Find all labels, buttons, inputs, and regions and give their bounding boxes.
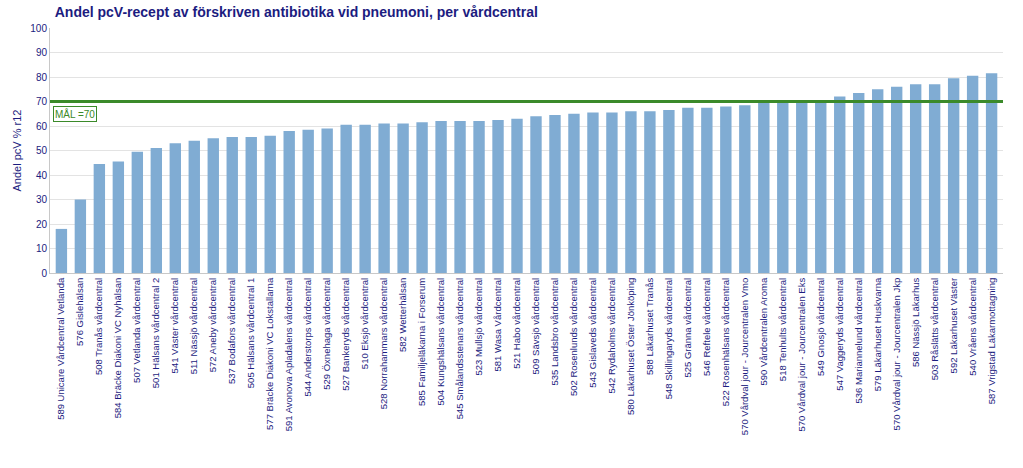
svg-text:587 Vrigstad Läkarmottagning: 587 Vrigstad Läkarmottagning bbox=[986, 278, 997, 404]
svg-text:508 Tranås vårdcentral: 508 Tranås vårdcentral bbox=[93, 278, 104, 375]
svg-text:548 Skillingaryds vårdcentral: 548 Skillingaryds vårdcentral bbox=[663, 278, 674, 399]
svg-text:549 Gnosjö vårdcentral: 549 Gnosjö vårdcentral bbox=[815, 278, 826, 376]
svg-text:40: 40 bbox=[36, 170, 48, 181]
svg-text:581 Wasa Vårdcentral: 581 Wasa Vårdcentral bbox=[492, 278, 503, 372]
svg-text:503 Råslätts vårdcentral: 503 Råslätts vårdcentral bbox=[929, 278, 940, 380]
svg-text:60: 60 bbox=[36, 121, 48, 132]
svg-text:576 Gislehälsan: 576 Gislehälsan bbox=[74, 278, 85, 346]
svg-text:590 Vårdcentralen Aroma: 590 Vårdcentralen Aroma bbox=[758, 277, 769, 385]
svg-text:586 Nässjö Läkarhus: 586 Nässjö Läkarhus bbox=[910, 278, 921, 367]
svg-text:541 Väster vårdcentral: 541 Väster vårdcentral bbox=[169, 278, 180, 374]
svg-text:518 Tenhults vårdcentral: 518 Tenhults vårdcentral bbox=[777, 278, 788, 381]
svg-text:546 Reftele vårdcentral: 546 Reftele vårdcentral bbox=[701, 278, 712, 376]
svg-text:547 Vaggeryds vårdcentral: 547 Vaggeryds vårdcentral bbox=[834, 278, 845, 391]
svg-text:570 Vårdval jour - Jourcentral: 570 Vårdval jour - Jourcentralen Vmo bbox=[739, 278, 750, 435]
svg-text:544 Anderstorps vårdcentral: 544 Anderstorps vårdcentral bbox=[302, 278, 313, 397]
svg-text:591 Avonova Apladalens vårdcen: 591 Avonova Apladalens vårdcentral bbox=[283, 278, 294, 432]
svg-text:542 Rydaholms vårdcentral: 542 Rydaholms vårdcentral bbox=[606, 278, 617, 394]
svg-text:502 Rosenlunds vårdcentral: 502 Rosenlunds vårdcentral bbox=[568, 278, 579, 396]
svg-text:523 Mullsjö vårdcentral: 523 Mullsjö vårdcentral bbox=[473, 278, 484, 376]
svg-text:Andel pcV-recept av förskriven: Andel pcV-recept av förskriven antibioti… bbox=[55, 4, 538, 20]
svg-text:577 Bräcke Diakoni VC Lokstall: 577 Bräcke Diakoni VC Lokstallarna bbox=[264, 277, 275, 430]
svg-text:582 Wetterhälsan: 582 Wetterhälsan bbox=[397, 278, 408, 352]
svg-text:MÅL =70: MÅL =70 bbox=[55, 108, 95, 120]
svg-text:545 Smålandsstenars vårdcentra: 545 Smålandsstenars vårdcentral bbox=[454, 278, 465, 420]
svg-text:592 Läkarhuset Väster: 592 Läkarhuset Väster bbox=[948, 278, 959, 374]
svg-text:510 Eksjö vårdcentral: 510 Eksjö vårdcentral bbox=[359, 278, 370, 369]
svg-text:70: 70 bbox=[36, 96, 48, 107]
svg-text:529 Öxnehaga vårdcentral: 529 Öxnehaga vårdcentral bbox=[321, 278, 332, 390]
svg-text:537 Bodafors vårdcentral: 537 Bodafors vårdcentral bbox=[226, 278, 237, 384]
svg-text:509 Sävsjö vårdcentral: 509 Sävsjö vårdcentral bbox=[530, 278, 541, 375]
svg-text:10: 10 bbox=[36, 243, 48, 254]
svg-text:505 Hälsans vårdcentral 1: 505 Hälsans vårdcentral 1 bbox=[245, 278, 256, 388]
svg-text:50: 50 bbox=[36, 145, 48, 156]
svg-text:100: 100 bbox=[30, 23, 47, 34]
svg-text:0: 0 bbox=[41, 268, 47, 279]
svg-text:501 Hälsans vårdcentral 2: 501 Hälsans vårdcentral 2 bbox=[150, 278, 161, 388]
svg-text:540 Vråens vårdcentral: 540 Vråens vårdcentral bbox=[967, 278, 978, 376]
svg-text:527 Bankeryds vårdcentral: 527 Bankeryds vårdcentral bbox=[340, 278, 351, 391]
svg-text:525 Gränna vårdcentral: 525 Gränna vårdcentral bbox=[682, 278, 693, 378]
svg-text:507 Vetlanda vårdcentral: 507 Vetlanda vårdcentral bbox=[131, 278, 142, 383]
svg-text:522 Rosenhälsans vårdcentral: 522 Rosenhälsans vårdcentral bbox=[720, 278, 731, 406]
svg-text:584 Bräcke Diakoni VC Nyhälsan: 584 Bräcke Diakoni VC Nyhälsan bbox=[112, 278, 123, 418]
svg-text:20: 20 bbox=[36, 219, 48, 230]
svg-text:536 Mariannelund vårdcentral: 536 Mariannelund vårdcentral bbox=[853, 278, 864, 404]
svg-text:90: 90 bbox=[36, 47, 48, 58]
svg-text:535 Landsbro vårdcentral: 535 Landsbro vårdcentral bbox=[549, 278, 560, 386]
svg-text:30: 30 bbox=[36, 194, 48, 205]
svg-text:570 Vårdval jour - Jourcentral: 570 Vårdval jour - Jourcentralen Jkp bbox=[891, 278, 902, 431]
svg-text:Andel pcV % r12: Andel pcV % r12 bbox=[11, 110, 23, 192]
svg-text:511 Nässjö vårdcentral: 511 Nässjö vårdcentral bbox=[188, 278, 199, 374]
svg-text:579 Läkarhuset Huskvarna: 579 Läkarhuset Huskvarna bbox=[872, 277, 883, 391]
svg-text:528 Norrahammars vårdcentral: 528 Norrahammars vårdcentral bbox=[378, 278, 389, 409]
svg-text:543 Gislaveds vårdcentral: 543 Gislaveds vårdcentral bbox=[587, 278, 598, 388]
svg-text:570 Vårdval jour - Jourcentral: 570 Vårdval jour - Jourcentralen Eks bbox=[796, 278, 807, 432]
svg-text:572 Aneby vårdcentral: 572 Aneby vårdcentral bbox=[207, 278, 218, 373]
svg-text:585 Familjeläkarna i Forserum: 585 Familjeläkarna i Forserum bbox=[416, 278, 427, 406]
svg-text:588 Läkarhuset Tranås: 588 Läkarhuset Tranås bbox=[644, 278, 655, 375]
svg-text:580 Läkarhuset Öster Jönköping: 580 Läkarhuset Öster Jönköping bbox=[625, 278, 636, 415]
svg-text:504 Kungshälsans vårdcentral: 504 Kungshälsans vårdcentral bbox=[435, 278, 446, 406]
svg-text:80: 80 bbox=[36, 72, 48, 83]
svg-text:521 Habo vårdcentral: 521 Habo vårdcentral bbox=[511, 278, 522, 369]
svg-text:589 Unicare Vårdcentral Vetlan: 589 Unicare Vårdcentral Vetlanda bbox=[55, 277, 66, 420]
